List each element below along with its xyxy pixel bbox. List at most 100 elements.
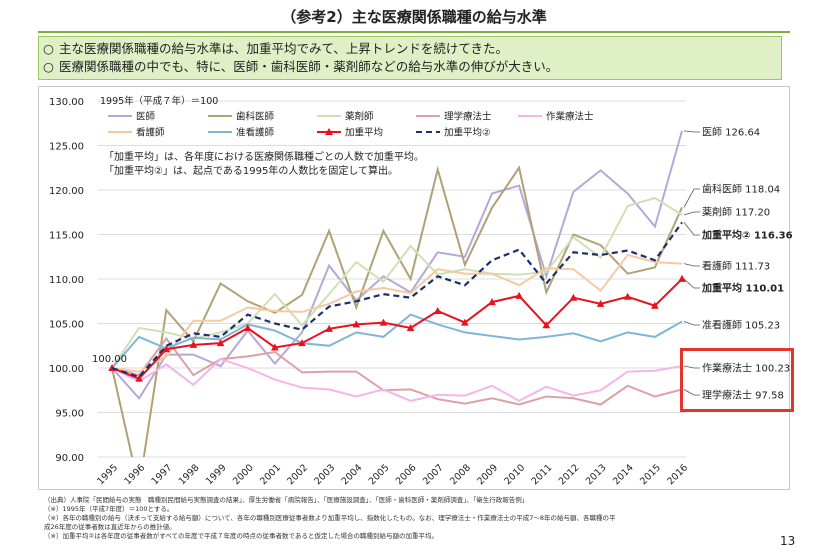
x-tick-label: 2016 xyxy=(665,462,690,487)
series-marker xyxy=(596,299,605,307)
end-value-label: 医師 126.64 xyxy=(702,126,760,139)
series-marker xyxy=(379,318,388,326)
series-marker xyxy=(678,274,686,282)
x-tick-label: 2009 xyxy=(475,462,500,487)
end-value-label: 准看護師 105.23 xyxy=(702,319,780,332)
x-tick-label: 2013 xyxy=(584,462,609,487)
series-line xyxy=(111,165,683,457)
series-marker xyxy=(352,320,361,328)
legend-label: 歯科医師 xyxy=(236,111,275,123)
y-tick-label: 120.00 xyxy=(49,186,84,197)
title-divider xyxy=(38,31,790,33)
end-value-label: 薬剤師 117.20 xyxy=(702,206,770,219)
x-tick-label: 2012 xyxy=(557,462,582,487)
series-marker xyxy=(651,301,659,309)
series-marker xyxy=(189,340,198,348)
x-tick-label: 2011 xyxy=(530,462,555,487)
series-marker xyxy=(135,374,143,382)
legend-label: 薬剤師 xyxy=(345,111,374,123)
leader-line xyxy=(683,389,700,396)
start-value-label: 100.00 xyxy=(92,354,127,365)
y-tick-label: 95.00 xyxy=(55,409,84,420)
y-tick-label: 125.00 xyxy=(49,142,84,153)
series-line xyxy=(111,313,683,369)
x-tick-label: 2002 xyxy=(285,462,310,487)
leader-line xyxy=(683,188,700,208)
x-tick-label: 1995 xyxy=(95,462,120,487)
summary-line-1: ○ 主な医療関係職種の給与水準は、加重平均でみて、上昇トレンドを続けてきた。 xyxy=(43,40,777,58)
y-tick-label: 115.00 xyxy=(49,231,84,242)
leader-line xyxy=(683,211,700,216)
x-tick-label: 1996 xyxy=(122,462,147,487)
legend-label: 准看護師 xyxy=(236,127,275,139)
leader-line xyxy=(683,278,700,289)
legend-label: 医師 xyxy=(136,111,156,123)
legend-marker xyxy=(325,128,333,135)
series-marker xyxy=(488,298,496,306)
x-tick-label: 2005 xyxy=(367,462,392,487)
page-number: 13 xyxy=(780,534,796,548)
summary-line-2: ○ 医療関係職種の中でも、特に、医師・歯科医師・薬剤師などの給与水準の伸びが大きい… xyxy=(43,58,777,76)
x-tick-label: 2015 xyxy=(638,462,663,487)
y-tick-label: 100.00 xyxy=(49,364,84,375)
summary-text-1: 主な医療関係職種の給与水準は、加重平均でみて、上昇トレンドを続けてきた。 xyxy=(59,41,509,56)
annotation-line-1: 「加重平均」は、各年度における医療関係職種ごとの人数で加重平均。 xyxy=(104,150,424,163)
page-title: （参考2）主な医療関係職種の給与水準 xyxy=(281,8,547,26)
legend-label: 理学療法士 xyxy=(444,111,492,123)
y-tick-label: 110.00 xyxy=(49,275,84,286)
x-tick-label: 1999 xyxy=(204,462,229,487)
y-tick-label: 130.00 xyxy=(49,97,84,108)
base-note: 1995年（平成７年）＝100 xyxy=(100,95,218,107)
x-tick-label: 2014 xyxy=(611,462,636,487)
end-value-label: 歯科医師 118.04 xyxy=(702,183,780,196)
y-tick-label: 90.00 xyxy=(55,453,84,464)
x-tick-label: 2004 xyxy=(340,462,365,487)
footnote-3: 成26年度の従事者数は直近年からの推計値。 xyxy=(44,523,176,531)
series-marker xyxy=(515,291,523,299)
x-tick-label: 1998 xyxy=(177,462,202,487)
summary-box: ○ 主な医療関係職種の給与水準は、加重平均でみて、上昇トレンドを続けてきた。 ○ 医… xyxy=(38,36,782,80)
x-tick-label: 2001 xyxy=(258,462,283,487)
series-marker xyxy=(325,324,333,332)
leader-line xyxy=(683,263,700,267)
footnote-source: （出典）人事院「民間給与の実態 職種別民間給与実態調査の結果」、厚生労働省「病院… xyxy=(44,496,529,504)
series-marker xyxy=(433,307,442,315)
footnote-4: （※）加重平均②は各年度の従事者数がすべての年度で平成７年度の時点の従事者数であ… xyxy=(44,532,438,540)
leader-line xyxy=(683,130,700,133)
footnote-2: （※）各年の職種別の給与（決まって支給する給与額）について、各年の職種別医療従事… xyxy=(44,514,616,522)
x-tick-label: 2007 xyxy=(421,462,446,487)
legend-label: 看護師 xyxy=(136,127,165,139)
series-marker xyxy=(569,293,578,301)
end-value-label: 理学療法士 97.58 xyxy=(702,389,784,402)
legend-label: 加重平均② xyxy=(444,127,491,139)
highlight-box xyxy=(680,348,794,412)
series-marker xyxy=(461,318,469,326)
series-line xyxy=(111,357,683,403)
legend-label: 作業療法士 xyxy=(546,111,594,123)
x-tick-label: 2010 xyxy=(502,462,527,487)
series-line xyxy=(111,196,683,369)
series-line xyxy=(111,253,683,373)
summary-text-2: 医療関係職種の中でも、特に、医師・歯科医師・薬剤師などの給与水準の伸びが大きい。 xyxy=(59,59,559,74)
end-value-label: 加重平均 110.01 xyxy=(701,282,784,295)
line-chart: 90.00 95.00 100.00 105.00 110.00 115.00 120.00… xyxy=(49,95,793,487)
series-marker xyxy=(623,292,632,300)
end-value-label: 加重平均② 116.36 xyxy=(701,229,793,242)
footnotes: （出典）人事院「民間給与の実態 職種別民間給与実態調査の結果」、厚生労働省「病院… xyxy=(44,496,784,541)
series-marker xyxy=(271,343,279,351)
series-marker xyxy=(243,323,252,331)
series-marker xyxy=(162,345,171,353)
x-tick-label: 2006 xyxy=(394,462,419,487)
x-tick-label: 2003 xyxy=(312,462,337,487)
x-tick-label: 2000 xyxy=(231,462,256,487)
end-value-label: 作業療法士 100.23 xyxy=(702,362,790,375)
x-tick-label: 1997 xyxy=(150,462,175,487)
footnote-1: （※）1995年（平成7年度）＝100とする。 xyxy=(44,505,174,513)
leader-line xyxy=(683,365,700,369)
leader-line xyxy=(683,222,700,236)
bullet-icon: ○ xyxy=(43,41,54,56)
x-tick-label: 2008 xyxy=(448,462,473,487)
end-value-label: 看護師 111.73 xyxy=(702,260,770,273)
leader-line xyxy=(683,321,700,326)
series-line xyxy=(111,336,683,406)
